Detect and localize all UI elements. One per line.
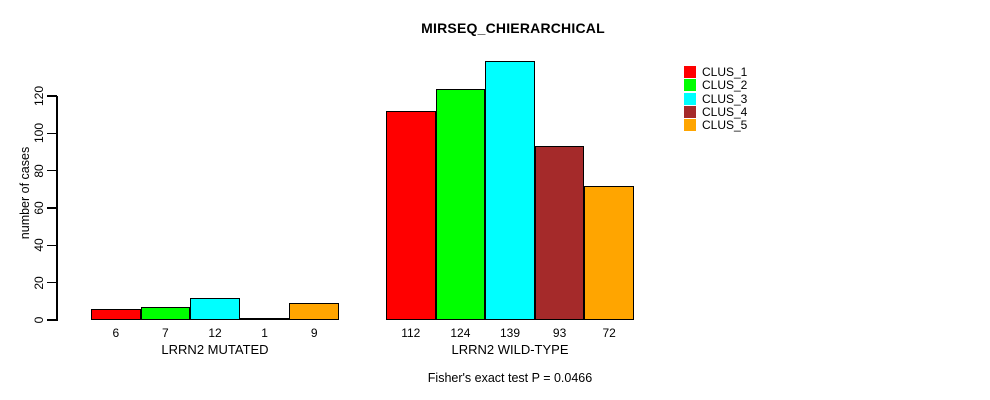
legend-item-clus_3: CLUS_3 bbox=[684, 91, 748, 106]
y-axis-tick bbox=[47, 319, 57, 321]
bar-clus_4-mutated bbox=[239, 318, 290, 321]
x-group-label-mutated: LRRN2 MUTATED bbox=[161, 342, 269, 357]
y-axis-tick bbox=[47, 207, 57, 209]
legend-swatch-clus_1 bbox=[684, 66, 696, 78]
y-axis-tick bbox=[47, 132, 57, 135]
bar-clus_2-wildtype bbox=[435, 88, 486, 320]
bar-value-label: 124 bbox=[450, 326, 471, 340]
y-axis-tick-label: 20 bbox=[32, 275, 46, 290]
bar-clus_5-mutated bbox=[289, 303, 339, 320]
y-axis-tick-label: 60 bbox=[32, 201, 46, 215]
y-axis-tick-label: 100 bbox=[32, 123, 46, 144]
y-axis-tick bbox=[47, 169, 57, 172]
legend-label: CLUS_2 bbox=[702, 78, 748, 93]
stat-annotation: Fisher's exact test P = 0.0466 bbox=[427, 371, 593, 385]
bar-value-label: 9 bbox=[310, 326, 318, 340]
bar-value-label: 7 bbox=[162, 326, 169, 340]
legend-item-clus_5: CLUS_5 bbox=[684, 118, 748, 133]
x-group-label-wildtype: LRRN2 WILD-TYPE bbox=[451, 342, 569, 357]
legend-swatch-clus_4 bbox=[684, 105, 696, 118]
y-axis-tick-label: 0 bbox=[32, 316, 46, 324]
bar-clus_3-mutated bbox=[190, 297, 240, 320]
bar-value-label: 139 bbox=[499, 326, 521, 340]
bar-clus_1-wildtype bbox=[386, 110, 436, 320]
bar-value-label: 12 bbox=[208, 326, 222, 340]
legend-label: CLUS_3 bbox=[702, 91, 748, 106]
bar-value-label: 112 bbox=[401, 326, 421, 340]
legend: CLUS_1 CLUS_2 CLUS_3 CLUS_4 CLUS_5 bbox=[684, 0, 804, 140]
legend-item-clus_2: CLUS_2 bbox=[684, 78, 748, 93]
y-axis-tick bbox=[47, 95, 57, 97]
bar-clus_2-mutated bbox=[140, 306, 191, 320]
bar-value-label: 72 bbox=[602, 326, 616, 340]
bar-value-label: 6 bbox=[112, 326, 120, 340]
legend-item-clus_4: CLUS_4 bbox=[684, 104, 748, 119]
bar-clus_3-wildtype bbox=[485, 60, 535, 320]
bar-clus_5-wildtype bbox=[584, 185, 634, 320]
legend-item-clus_1: CLUS_1 bbox=[684, 65, 748, 79]
bar-clus_1-mutated bbox=[91, 308, 141, 320]
bar-value-label: 1 bbox=[261, 326, 268, 340]
legend-swatch-clus_3 bbox=[684, 92, 696, 105]
legend-swatch-clus_2 bbox=[684, 79, 696, 92]
bar-value-label: 93 bbox=[552, 326, 567, 340]
legend-label: CLUS_4 bbox=[702, 104, 748, 119]
y-axis-tick-label: 80 bbox=[32, 163, 46, 178]
y-axis-tick-label: 120 bbox=[32, 85, 46, 107]
legend-swatch-clus_5 bbox=[684, 119, 696, 132]
bar-clus_4-wildtype bbox=[534, 146, 585, 320]
legend-label: CLUS_1 bbox=[702, 65, 748, 79]
chart-title: MIRSEQ_CHIERARCHICAL bbox=[421, 20, 605, 36]
y-axis-tick bbox=[47, 244, 57, 247]
y-axis-tick bbox=[47, 281, 57, 284]
legend-label: CLUS_5 bbox=[702, 118, 748, 133]
y-axis-tick-label: 40 bbox=[32, 238, 46, 253]
